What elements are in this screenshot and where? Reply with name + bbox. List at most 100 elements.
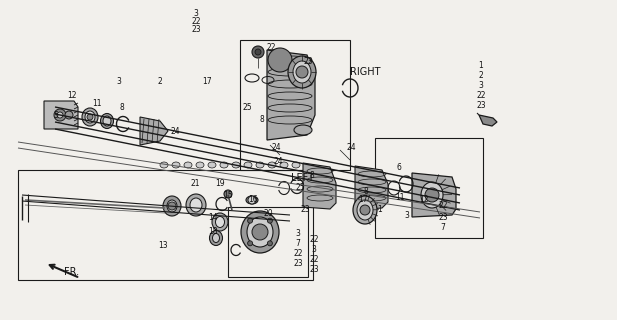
Ellipse shape: [294, 125, 312, 135]
Circle shape: [252, 224, 268, 240]
Ellipse shape: [244, 162, 252, 168]
Circle shape: [248, 196, 256, 204]
Ellipse shape: [357, 200, 373, 220]
Text: 1: 1: [378, 205, 383, 214]
Text: 7: 7: [296, 238, 300, 247]
Ellipse shape: [247, 217, 273, 247]
Text: 8: 8: [310, 171, 315, 180]
Text: 24: 24: [273, 157, 283, 166]
Text: 8: 8: [260, 116, 264, 124]
Ellipse shape: [220, 162, 228, 168]
Ellipse shape: [353, 196, 377, 224]
Ellipse shape: [163, 196, 181, 216]
Bar: [375, 138, 483, 238]
Text: 14: 14: [208, 213, 218, 222]
Circle shape: [57, 112, 63, 118]
Text: 3: 3: [117, 77, 122, 86]
Text: 8: 8: [363, 188, 368, 196]
Ellipse shape: [215, 217, 225, 228]
Circle shape: [255, 49, 261, 55]
Ellipse shape: [232, 162, 240, 168]
Text: 22: 22: [309, 236, 319, 244]
Polygon shape: [140, 117, 168, 145]
Text: 20: 20: [263, 209, 273, 218]
Text: 18: 18: [209, 228, 218, 236]
Text: 2: 2: [479, 70, 483, 79]
Ellipse shape: [421, 182, 443, 208]
Text: 22: 22: [476, 91, 486, 100]
Circle shape: [168, 202, 176, 210]
Text: 13: 13: [158, 241, 168, 250]
Text: 16: 16: [248, 195, 258, 204]
Polygon shape: [412, 173, 456, 217]
Ellipse shape: [210, 230, 223, 245]
Text: 24: 24: [271, 143, 281, 153]
Circle shape: [65, 111, 73, 119]
Ellipse shape: [184, 162, 192, 168]
Text: 25: 25: [295, 183, 305, 193]
Text: 24: 24: [170, 127, 180, 137]
Bar: [240, 40, 350, 170]
Text: 23: 23: [438, 212, 448, 221]
Ellipse shape: [246, 196, 258, 204]
Circle shape: [54, 109, 66, 121]
Circle shape: [247, 218, 252, 223]
Polygon shape: [267, 50, 315, 140]
Polygon shape: [479, 115, 497, 126]
Ellipse shape: [293, 61, 311, 83]
Text: 3: 3: [312, 245, 317, 254]
Bar: [228, 207, 308, 277]
Text: 2: 2: [157, 77, 162, 86]
Bar: [18, 170, 313, 280]
Ellipse shape: [280, 162, 288, 168]
Text: 12: 12: [67, 91, 77, 100]
Circle shape: [252, 46, 264, 58]
Polygon shape: [44, 101, 78, 129]
Ellipse shape: [101, 114, 114, 129]
Text: 3: 3: [479, 81, 484, 90]
Ellipse shape: [85, 111, 95, 123]
Ellipse shape: [172, 162, 180, 168]
Text: 12: 12: [419, 196, 429, 204]
Text: 25: 25: [242, 103, 252, 113]
Text: 17: 17: [202, 77, 212, 86]
Ellipse shape: [292, 162, 300, 168]
Ellipse shape: [103, 116, 111, 126]
Text: 11: 11: [93, 99, 102, 108]
Text: 22: 22: [309, 255, 319, 265]
Ellipse shape: [167, 200, 177, 212]
Ellipse shape: [160, 162, 168, 168]
Ellipse shape: [186, 194, 206, 216]
Circle shape: [360, 205, 370, 215]
Text: FR.: FR.: [64, 267, 80, 277]
Circle shape: [87, 114, 93, 120]
Text: 23: 23: [309, 266, 319, 275]
Text: 1: 1: [479, 60, 483, 69]
Text: 23: 23: [293, 259, 303, 268]
Text: 7: 7: [441, 223, 445, 233]
Text: 11: 11: [395, 193, 405, 202]
Text: 23: 23: [300, 205, 310, 214]
Text: 8: 8: [120, 103, 125, 113]
Ellipse shape: [241, 211, 279, 253]
Circle shape: [268, 48, 292, 72]
Ellipse shape: [212, 213, 228, 231]
Text: 3: 3: [405, 211, 410, 220]
Text: 21: 21: [190, 179, 200, 188]
Text: 15: 15: [223, 191, 233, 201]
Circle shape: [425, 188, 439, 202]
Circle shape: [267, 218, 272, 223]
Text: 22: 22: [293, 249, 303, 258]
Ellipse shape: [256, 162, 264, 168]
Text: 3: 3: [296, 228, 300, 237]
Text: 22: 22: [438, 201, 448, 210]
Text: LEFT: LEFT: [291, 173, 314, 183]
Circle shape: [296, 66, 308, 78]
Ellipse shape: [212, 234, 220, 243]
Circle shape: [247, 241, 252, 246]
Ellipse shape: [190, 198, 202, 212]
Text: 23: 23: [303, 58, 313, 67]
Text: 6: 6: [397, 163, 402, 172]
Text: 23: 23: [476, 100, 486, 109]
Ellipse shape: [196, 162, 204, 168]
